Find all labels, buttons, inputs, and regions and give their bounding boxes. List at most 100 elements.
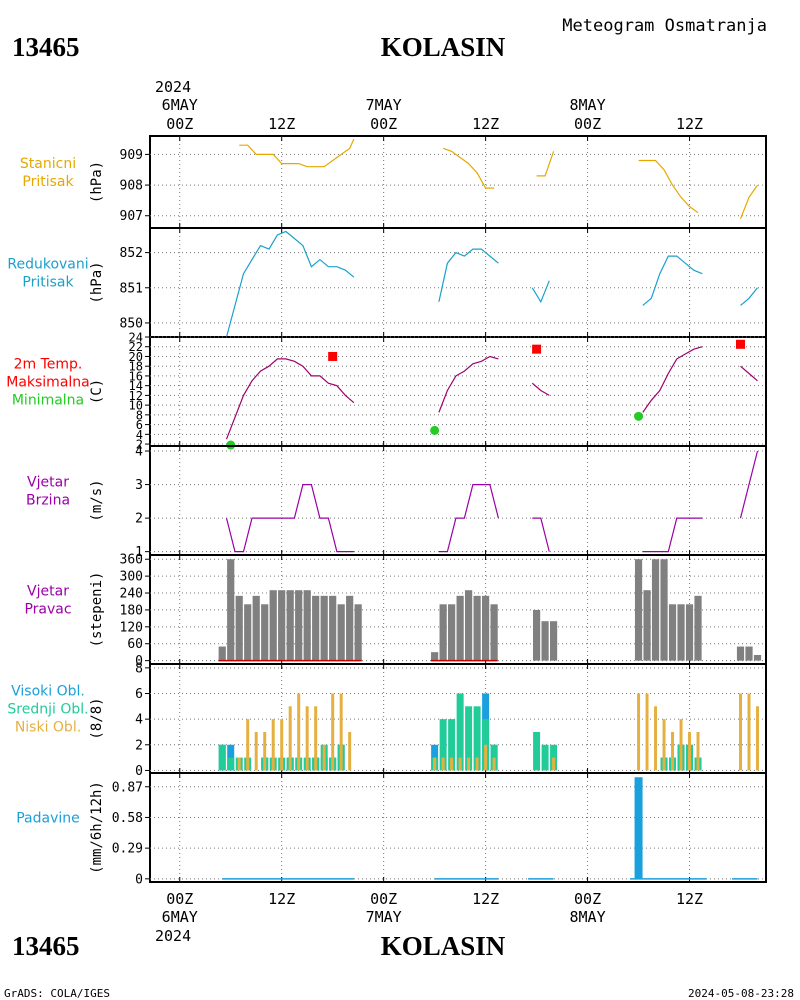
cloud-bar-low [305,706,309,771]
panel-label: Niski Obl. [15,720,81,736]
cloud-bar-low [348,731,352,771]
winddir-bar [668,604,677,661]
ytick-label: 60 [127,637,143,652]
bottom-tick-date-label: 6MAY [162,908,198,926]
winddir-bar [541,621,549,661]
winddir-bar [235,595,243,661]
ytick-label: 2 [136,438,143,452]
winddir-bar [465,590,473,661]
tmax-marker [328,351,338,361]
cloud-bar-mid [456,693,464,771]
bottom-tick-hour-label: 12Z [472,890,499,908]
ytick-label: 14 [129,379,143,393]
cloud-bar-low [637,693,641,771]
panel-label: Padavine [16,811,80,827]
ytick-label: 2 [135,512,143,527]
panel-clouds: 0 2 4 6 8 (8/8)Visoki Obl. Srednji Obl. Niski O… [7,661,767,779]
cloud-bar-low [688,731,692,771]
top-tick-date-label: 6MAY [162,96,198,114]
bottom-tick-hour-label: 00Z [370,890,397,908]
ytick-label: 0.87 [112,780,143,795]
panel-label: 2m Temp. [14,357,83,373]
panel-redpressure: 850 851 852 (hPa)Redukovani Pritisak [7,227,767,338]
winddir-bar [660,559,668,661]
panel-label: Brzina [26,493,70,509]
ytick-label: 0 [135,764,143,779]
cloud-bar-low [246,719,250,771]
winddir-bar [473,595,481,661]
winddir-bar [218,646,226,661]
ytick-label: 907 [120,209,143,224]
ytick-label: 850 [120,316,143,331]
yaxis-label: (m/s) [89,479,105,521]
bottom-year-label: 2024 [155,927,191,945]
series-line-redpressure [740,287,758,306]
panel-label: Srednji Obl. [7,702,88,718]
ytick-label: 22 [129,340,143,354]
panel-wind_speed: 1 2 3 4 (m/s) Vjetar Brzina [26,445,767,560]
ytick-label: 3 [135,478,143,493]
winddir-bar [482,595,490,661]
ytick-label: 120 [120,620,143,635]
top-tick-hour-label: 12Z [472,115,499,133]
series-line-temperature [438,355,499,413]
winddir-bar [312,595,320,661]
cloud-bar-mid [550,744,558,771]
top-tick-hour-label: 00Z [574,115,601,133]
cloud-bar-low [458,757,462,771]
panel-frame-redpressure [149,227,767,338]
cloud-bar-low [450,757,454,771]
panel-label: Minimalna [12,393,84,409]
ytick-label: 360 [120,553,143,568]
bottom-tick-hour-label: 00Z [574,890,601,908]
cloud-bar-low [322,744,326,771]
yaxis-label: (C) [89,379,105,404]
ytick-label: 10 [129,399,143,413]
panel-label: Stanicni [20,156,76,172]
top-tick-hour-label: 12Z [268,115,295,133]
series-line-wind_speed [532,517,550,552]
series-line-redpressure [438,248,499,302]
panel-frame-temperature [149,336,767,447]
winddir-bar [448,604,456,661]
ytick-label: 12 [129,389,143,403]
ytick-label: 0 [135,654,143,669]
cloud-bar-low [671,731,675,771]
cloud-bar-low [467,757,471,771]
panel-label: Visoki Obl. [11,684,85,700]
cloud-bar-mid [533,731,541,771]
top-tick-hour-label: 00Z [166,115,193,133]
winddir-bar [736,646,745,661]
cloud-bar-low [756,706,760,771]
cloud-bar-mid [541,744,549,771]
cloud-bar-mid [473,706,481,771]
footer-credit: GrADS: COLA/IGES [4,987,110,1000]
ytick-label: 8 [135,661,143,676]
footer-station-id: 13465 [12,931,80,961]
winddir-bar [694,595,702,661]
header-station-id: 13465 [12,32,80,62]
panel-label: Vjetar [27,584,69,600]
cloud-bar-low [679,719,683,771]
series-line-temperature [531,382,550,396]
ytick-label: 851 [120,281,143,296]
winddir-bar [244,604,252,661]
series-line-pressure [739,184,758,220]
cloud-bar-low [314,706,318,771]
series-line-pressure [239,138,355,168]
cloud-bar-low [254,731,258,771]
series-line-redpressure [531,280,550,304]
series-line-wind_speed [642,517,703,553]
bottom-tick-hour-label: 12Z [268,890,295,908]
series-line-wind_speed [739,450,759,519]
cloud-bar-mid [218,744,226,771]
cloud-bar-low [433,757,437,771]
winddir-bar [745,646,753,661]
cloud-bar-low [654,706,658,771]
winddir-bar [490,604,498,661]
winddir-bar [643,590,651,661]
ytick-label: 1 [135,545,143,560]
winddir-bar [456,595,464,661]
cloud-bar-low [484,744,488,771]
